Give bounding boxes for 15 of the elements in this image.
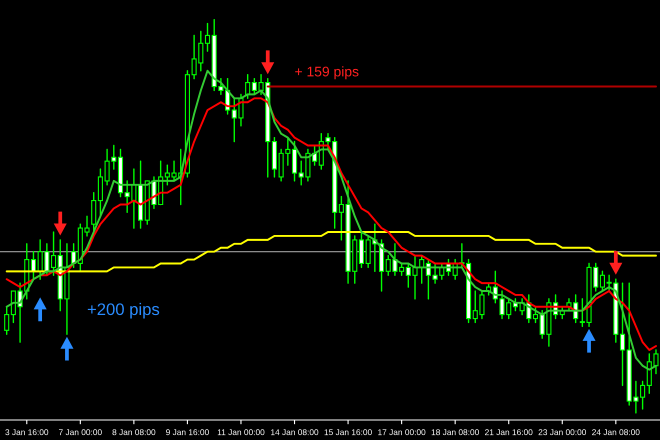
x-tick-label: 8 Jan 08:00 (112, 429, 156, 436)
x-tick-label: 18 Jan 08:00 (432, 429, 479, 436)
x-tick-label: 9 Jan 16:00 (166, 429, 209, 436)
x-tick-label: 7 Jan 00:00 (58, 429, 102, 436)
x-tick-label: 24 Jan 08:00 (592, 429, 640, 436)
x-tick-label: 3 Jan 16:00 (5, 429, 48, 436)
x-tick-label: 14 Jan 08:00 (271, 429, 318, 436)
x-tick-label: 21 Jan 16:00 (485, 429, 532, 436)
x-tick-label: 11 Jan 00:00 (218, 429, 264, 436)
annotation: + 159 pips (295, 66, 358, 80)
x-tick-label: 15 Jan 16:00 (324, 429, 372, 436)
candlestick (245, 74, 250, 100)
x-tick-label: 17 Jan 00:00 (378, 429, 426, 436)
annotation: +200 pips (88, 302, 160, 318)
x-tick-label: 23 Jan 00:00 (538, 429, 586, 436)
